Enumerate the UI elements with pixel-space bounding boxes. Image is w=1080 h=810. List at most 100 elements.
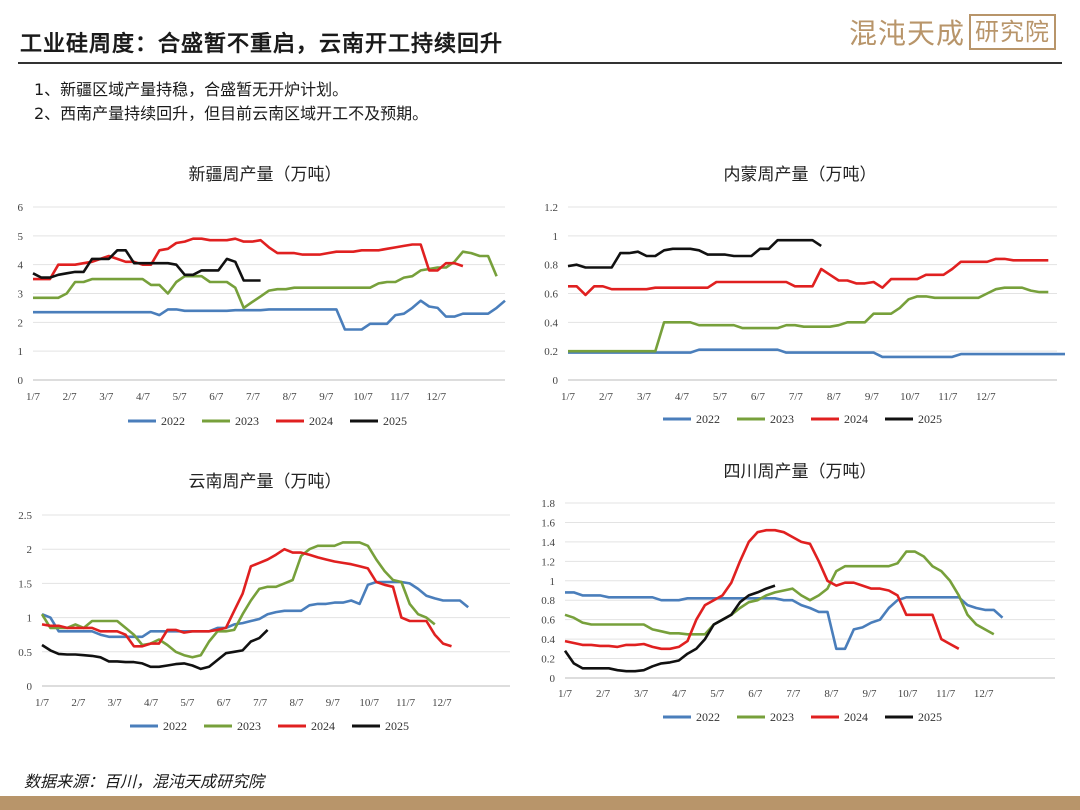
- x-tick-label: 12/7: [432, 697, 452, 709]
- y-tick-label: 0: [553, 375, 559, 387]
- series-line-2023: [564, 550, 995, 636]
- legend-label-2022: 2022: [696, 412, 720, 426]
- y-tick-label: 0.8: [544, 260, 558, 272]
- series-line-2025: [32, 249, 261, 282]
- bullet-2: 2、西南产量持续回升，但目前云南区域开工不及预期。: [34, 104, 429, 123]
- y-tick-label: 0.4: [544, 317, 558, 329]
- x-tick-label: 4/7: [136, 391, 151, 403]
- x-tick-label: 1/7: [35, 697, 50, 709]
- y-tick-label: 0.2: [544, 346, 558, 358]
- x-tick-label: 5/7: [173, 391, 188, 403]
- series-line-2022: [568, 348, 1065, 359]
- x-tick-label: 8/7: [283, 391, 298, 403]
- chart-title: 四川周产量（万吨）: [724, 462, 877, 481]
- legend-label-2023: 2023: [770, 412, 794, 426]
- x-tick-label: 2/7: [596, 688, 611, 700]
- y-tick-label: 4: [18, 260, 24, 272]
- series-line-2025: [567, 238, 822, 269]
- logo-text: 混沌天成: [848, 17, 965, 50]
- y-tick-label: 0.5: [18, 647, 32, 659]
- chart-yunnan: 云南周产量（万吨） 0 0.5 1 1.5 2 2.5 1/7 2/7 3/7 4/7 5/7 6/7 7…: [18, 472, 510, 733]
- x-tick-label: 9/7: [319, 391, 334, 403]
- x-tick-label: 6/7: [209, 391, 224, 403]
- y-tick-label: 1: [27, 613, 33, 625]
- x-tick-label: 10/7: [359, 697, 379, 709]
- legend-label-2025: 2025: [385, 719, 409, 733]
- x-tick-label: 9/7: [865, 391, 880, 403]
- series-line-2023: [568, 286, 1049, 353]
- x-tick-label: 9/7: [326, 697, 341, 709]
- y-tick-label: 1.4: [541, 537, 555, 549]
- legend-label-2022: 2022: [161, 414, 185, 428]
- x-tick-label: 8/7: [827, 391, 842, 403]
- series-line-2022: [33, 299, 506, 331]
- x-tick-label: 1/7: [561, 391, 576, 403]
- y-tick-label: 0.4: [541, 634, 555, 646]
- x-tick-label: 5/7: [710, 688, 725, 700]
- y-tick-label: 0: [550, 673, 556, 685]
- y-tick-label: 1.2: [541, 556, 555, 568]
- summary-bullets: 1、新疆区域产量持稳，合盛暂无开炉计划。 2、西南产量持续回升，但目前云南区域开…: [34, 78, 428, 126]
- y-tick-label: 0.2: [541, 654, 555, 666]
- y-tick-label: 1: [553, 231, 559, 243]
- series-line-2023: [33, 250, 498, 310]
- title-divider: [18, 62, 1062, 64]
- y-tick-label: 1: [550, 576, 556, 588]
- x-tick-label: 7/7: [246, 391, 261, 403]
- x-tick-label: 8/7: [289, 697, 304, 709]
- legend-label-2025: 2025: [383, 414, 407, 428]
- x-tick-label: 11/7: [938, 391, 958, 403]
- y-tick-label: 5: [18, 231, 24, 243]
- x-tick-label: 4/7: [672, 688, 687, 700]
- chart-title: 云南周产量（万吨）: [189, 472, 342, 491]
- x-tick-label: 6/7: [751, 391, 766, 403]
- y-tick-label: 3: [18, 289, 24, 301]
- x-tick-label: 9/7: [862, 688, 877, 700]
- x-tick-label: 4/7: [144, 697, 159, 709]
- series-line-2025: [41, 628, 269, 671]
- legend-label-2024: 2024: [844, 710, 868, 724]
- y-tick-label: 0.6: [541, 615, 555, 627]
- x-tick-label: 2/7: [599, 391, 614, 403]
- chart-title: 新疆周产量（万吨）: [189, 165, 342, 184]
- x-tick-label: 1/7: [558, 688, 573, 700]
- series-line-2024: [568, 257, 1049, 297]
- x-tick-label: 10/7: [898, 688, 918, 700]
- y-tick-label: 1.2: [544, 202, 558, 214]
- x-tick-label: 4/7: [675, 391, 690, 403]
- slide-title: 工业硅周度：合盛暂不重启，云南开工持续回升: [20, 32, 504, 57]
- x-tick-label: 8/7: [824, 688, 839, 700]
- legend-label-2024: 2024: [309, 414, 333, 428]
- legend-label-2024: 2024: [311, 719, 335, 733]
- data-source: 数据来源：百川，混沌天成研究院: [24, 772, 265, 791]
- x-tick-label: 12/7: [974, 688, 994, 700]
- y-tick-label: 0.6: [544, 289, 558, 301]
- x-tick-label: 3/7: [637, 391, 652, 403]
- y-tick-label: 0: [27, 681, 33, 693]
- x-tick-label: 3/7: [634, 688, 649, 700]
- series-line-2023: [40, 541, 436, 659]
- legend-label-2023: 2023: [235, 414, 259, 428]
- chart-xinjiang: 新疆周产量（万吨） 0 1 2 3 4 5 6 1/7 2/7 3/7 4/7 5/7 6/7 7/7 8/7…: [18, 165, 506, 428]
- x-tick-label: 5/7: [180, 697, 195, 709]
- x-tick-label: 2/7: [63, 391, 78, 403]
- y-tick-label: 6: [18, 202, 24, 214]
- x-tick-label: 7/7: [789, 391, 804, 403]
- y-tick-label: 0: [18, 375, 24, 387]
- x-tick-label: 11/7: [396, 697, 416, 709]
- x-tick-label: 6/7: [217, 697, 232, 709]
- series-line-2024: [33, 237, 464, 281]
- y-tick-label: 2.5: [18, 510, 32, 522]
- x-tick-label: 11/7: [390, 391, 410, 403]
- legend-label-2022: 2022: [163, 719, 187, 733]
- chart-title: 内蒙周产量（万吨）: [724, 165, 877, 184]
- series-line-2025: [563, 584, 776, 673]
- footer-bar: [0, 796, 1080, 810]
- x-tick-label: 10/7: [353, 391, 373, 403]
- x-tick-label: 11/7: [936, 688, 956, 700]
- brand-logo: 混沌天成 研究院: [849, 14, 1056, 50]
- y-tick-label: 2: [18, 317, 24, 329]
- x-tick-label: 7/7: [786, 688, 801, 700]
- y-tick-label: 1.5: [18, 578, 32, 590]
- series-line-2024: [41, 547, 452, 648]
